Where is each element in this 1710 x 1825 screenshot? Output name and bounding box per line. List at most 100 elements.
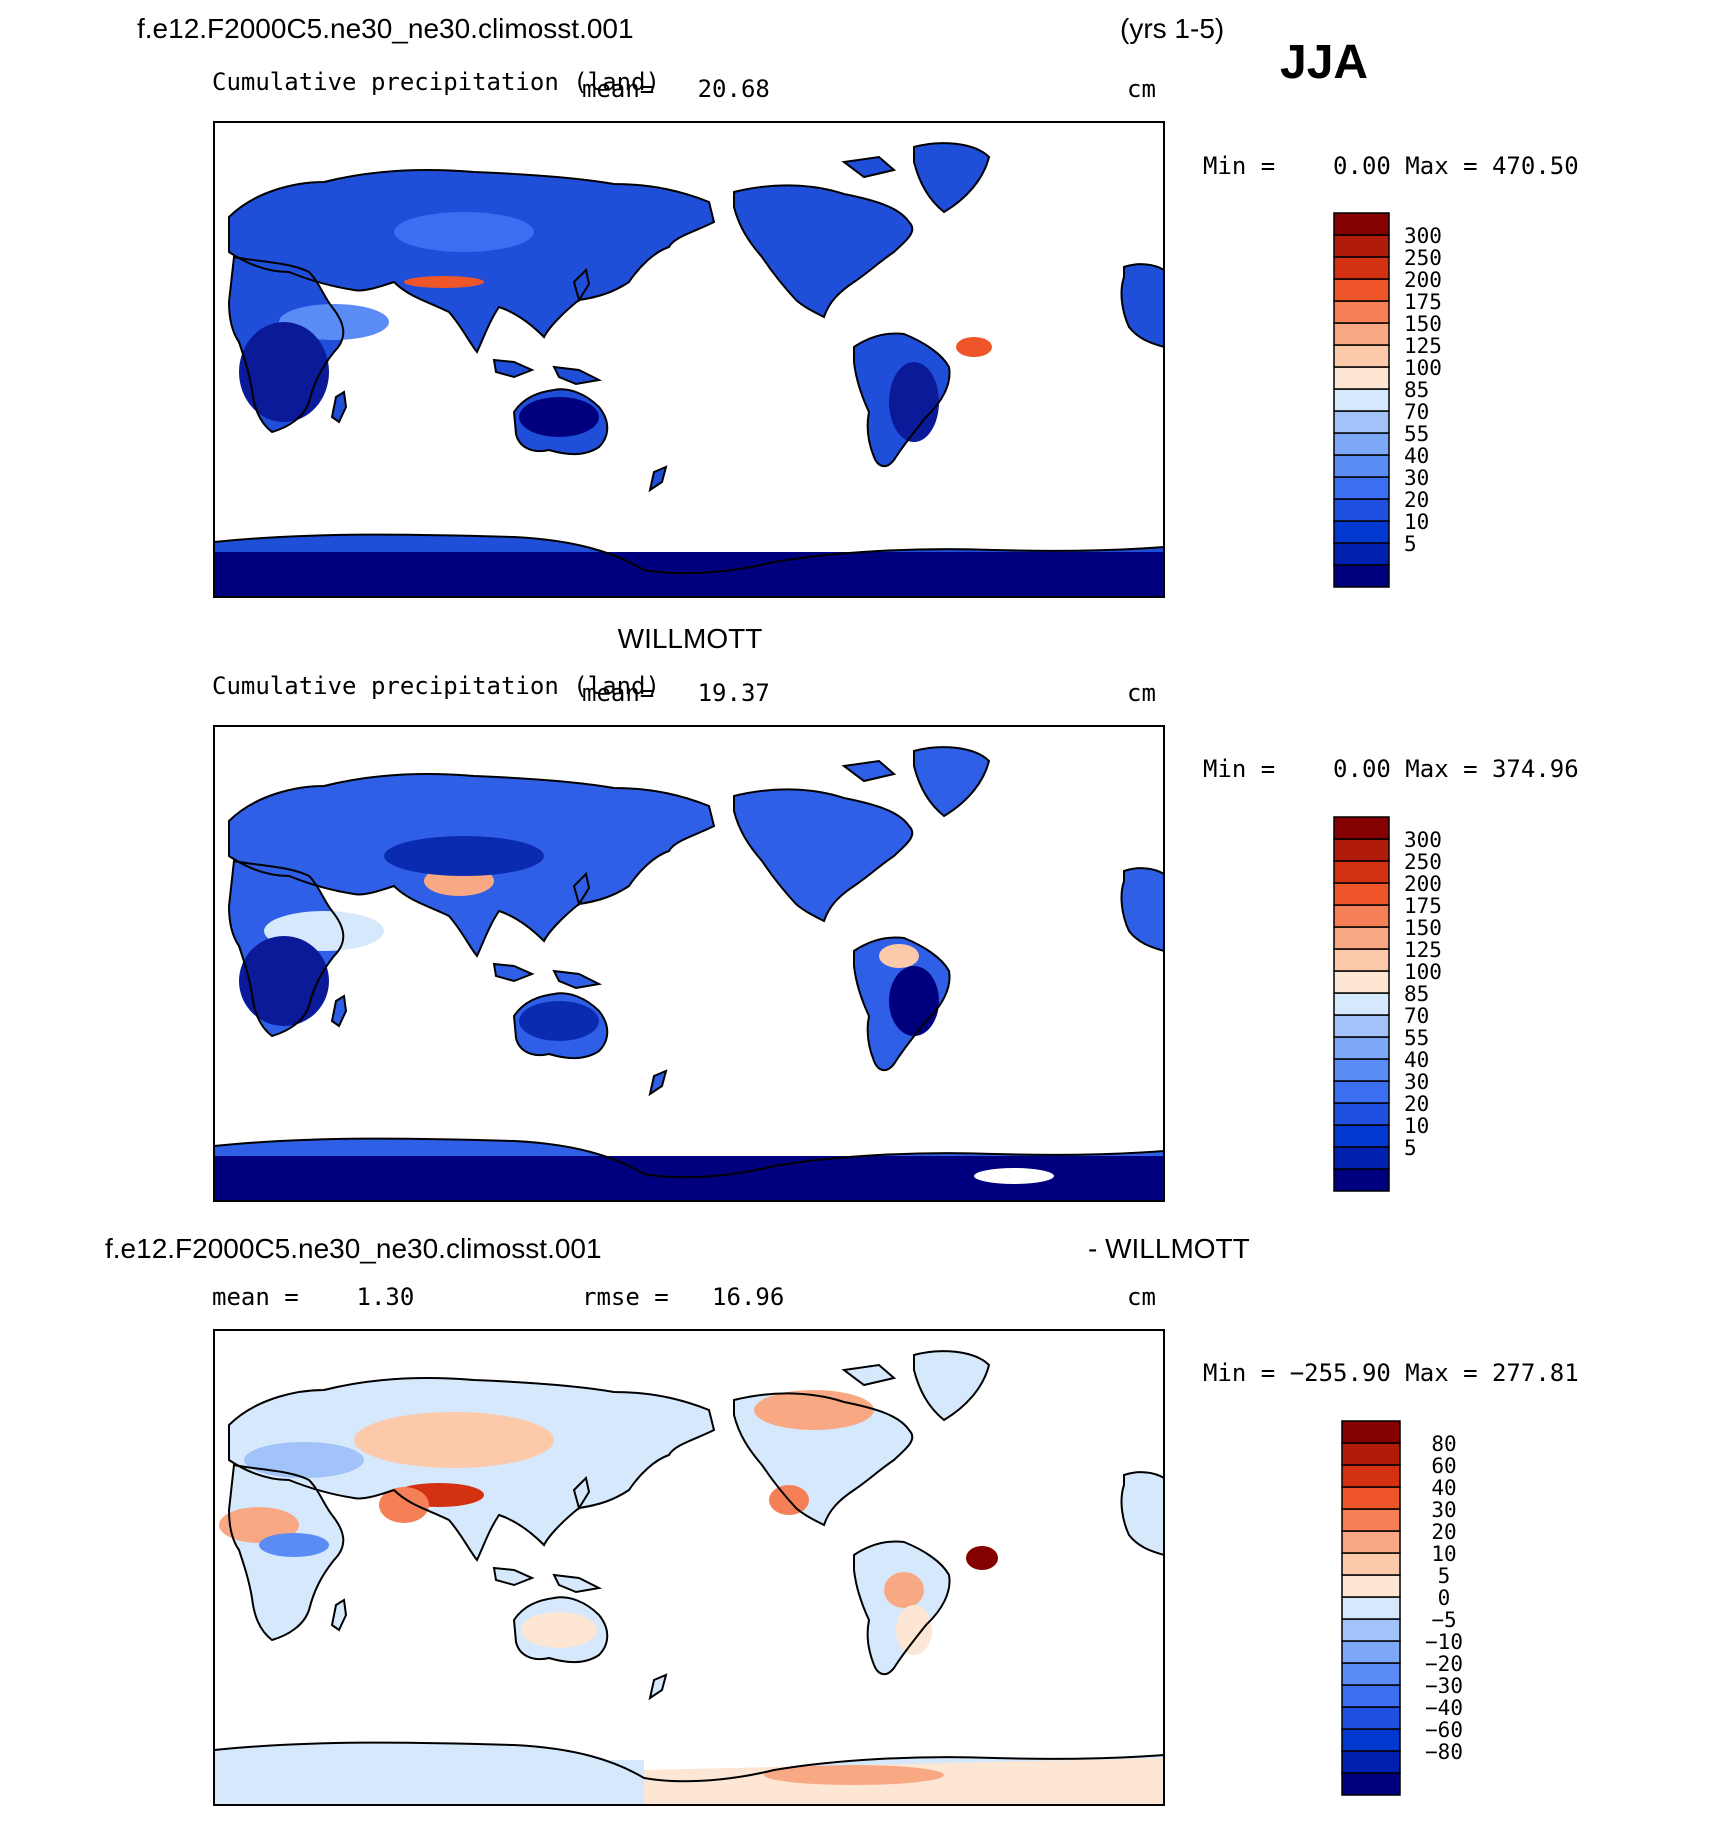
colorbar-box [1333,1124,1390,1148]
colorbar-label: 150 [1404,312,1442,336]
colorbar-box [1333,1168,1390,1192]
colorbar-box [1333,1146,1390,1170]
colorbar-box [1341,1420,1401,1444]
colorbar-box [1333,278,1390,302]
colorbar-label: 60 [1431,1454,1456,1478]
colorbar-box [1341,1530,1401,1554]
colorbar-box [1333,300,1390,324]
colorbar-label: 300 [1404,828,1442,852]
colorbar-box [1341,1684,1401,1708]
colorbar-box [1333,212,1390,236]
colorbar-label: 0 [1438,1586,1451,1610]
colorbar-label: 20 [1404,488,1429,512]
panel-2-title: WILLMOTT [618,623,763,654]
colorbar-label: 125 [1404,334,1442,358]
colorbar-box [1333,948,1390,972]
colorbar-label: −80 [1425,1740,1463,1764]
colorbar-box [1333,1036,1390,1060]
colorbar-box [1333,816,1390,840]
colorbar-box [1333,366,1390,390]
colorbar-box [1333,432,1390,456]
colorbar-box [1341,1486,1401,1510]
colorbar-label: −60 [1425,1718,1463,1742]
colorbar-box [1333,1080,1390,1104]
colorbar-label: 250 [1404,850,1442,874]
colorbar-box [1341,1772,1401,1796]
panel-2-map [213,725,1165,1202]
colorbar-label: 85 [1404,982,1429,1006]
colorbar-label: 70 [1404,1004,1429,1028]
colorbar-box [1341,1508,1401,1532]
colorbar-box [1333,1058,1390,1082]
colorbar-label: 300 [1404,224,1442,248]
colorbar-box [1341,1618,1401,1642]
colorbar-label: 40 [1404,444,1429,468]
colorbar-label: 175 [1404,290,1442,314]
colorbar-label: 200 [1404,872,1442,896]
colorbar-label: 40 [1404,1048,1429,1072]
colorbar-label: 30 [1404,1070,1429,1094]
panel-3-map [213,1329,1165,1806]
colorbar-label: 55 [1404,422,1429,446]
panel-3-title-right: - WILLMOTT [1088,1233,1250,1264]
colorbar-label: −10 [1425,1630,1463,1654]
colorbar-box [1341,1728,1401,1752]
colorbar-label: −5 [1431,1608,1456,1632]
colorbar-box [1341,1464,1401,1488]
colorbar-label: 150 [1404,916,1442,940]
panel-1-units: cm [1127,75,1156,103]
colorbar-box [1333,520,1390,544]
colorbar-label: 10 [1404,510,1429,534]
panel-2-units: cm [1127,679,1156,707]
colorbar-label: 70 [1404,400,1429,424]
years-label: (yrs 1-5) [1120,13,1224,44]
colorbar-box [1333,860,1390,884]
colorbar-label: 10 [1431,1542,1456,1566]
colorbar-box [1333,234,1390,258]
panel-3: f.e12.F2000C5.ne30_ne30.climosst.001 - W… [105,1233,1579,1806]
colorbar-box [1333,1102,1390,1126]
colorbar-label: 55 [1404,1026,1429,1050]
colorbar-box [1333,410,1390,434]
colorbar-label: 30 [1431,1498,1456,1522]
colorbar-label: 30 [1404,466,1429,490]
colorbar-label: 20 [1404,1092,1429,1116]
panel-2: WILLMOTT Cumulative precipitation (land)… [212,623,1579,1202]
case-title: f.e12.F2000C5.ne30_ne30.climosst.001 [137,13,634,44]
panel-3-rmse: rmse = 16.96 [582,1283,784,1311]
colorbar-box [1333,256,1390,280]
season-label: JJA [1280,36,1368,89]
colorbar-label: 20 [1431,1520,1456,1544]
colorbar-box [1333,498,1390,522]
colorbar-label: −30 [1425,1674,1463,1698]
colorbar-box [1341,1750,1401,1774]
colorbar-label: 100 [1404,356,1442,380]
colorbar-box [1333,542,1390,566]
colorbar-box [1333,838,1390,862]
colorbar-box [1341,1662,1401,1686]
panel-1-subtitle: Cumulative precipitation (land) [212,68,660,96]
colorbar-label: 80 [1431,1432,1456,1456]
colorbar-label: 5 [1438,1564,1451,1588]
colorbar-box [1333,970,1390,994]
colorbar-box [1333,454,1390,478]
panel-2-subtitle: Cumulative precipitation (land) [212,672,660,700]
panel-3-mean: mean = 1.30 [212,1283,414,1311]
colorbar-box [1341,1552,1401,1576]
panel-1-minmax: Min = 0.00 Max = 470.50 [1203,152,1579,180]
panel-1: Cumulative precipitation (land) mean= 20… [212,68,1579,598]
colorbar-box [1333,1014,1390,1038]
colorbar-label: 100 [1404,960,1442,984]
colorbar-label: 40 [1431,1476,1456,1500]
panel-2-minmax: Min = 0.00 Max = 374.96 [1203,755,1579,783]
colorbar-box [1333,388,1390,412]
colorbar-label: 10 [1404,1114,1429,1138]
panel-3-units: cm [1127,1283,1156,1311]
colorbar-label: 85 [1404,378,1429,402]
colorbar-label: 5 [1404,532,1417,556]
colorbar-box [1341,1640,1401,1664]
